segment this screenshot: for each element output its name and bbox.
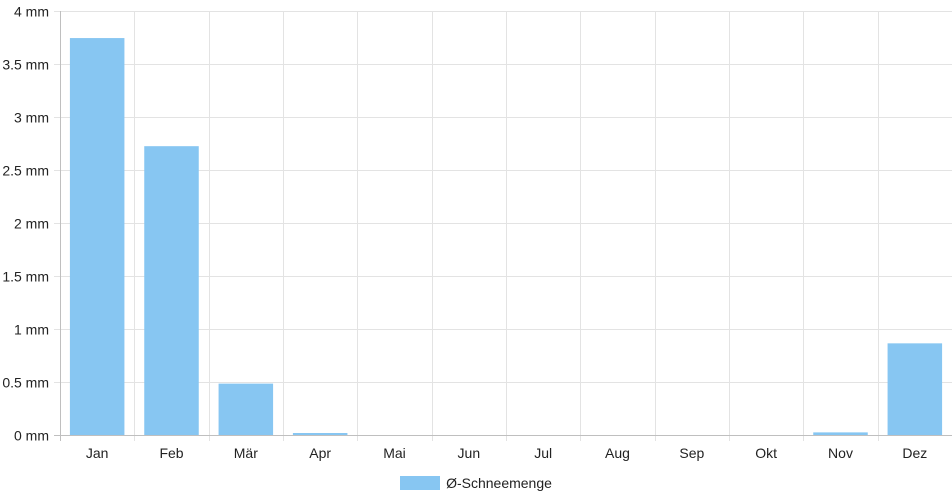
bar-chart: 0 mm 0.5 mm 1 mm 1.5 mm 2 mm 2.5 mm 3 mm 3.5 mm… [2,4,952,461]
x-tick-label: Mai [383,445,406,461]
x-tick-label: Dez [902,445,927,461]
y-tick-label: 3 mm [14,110,49,126]
bars [69,38,943,436]
bar [69,38,125,436]
x-tick-label: Sep [679,445,704,461]
y-tick-labels: 0 mm 0.5 mm 1 mm 1.5 mm 2 mm 2.5 mm 3 mm 3.5 mm… [2,4,49,444]
x-tick-label: Aug [605,445,630,461]
y-tick-label: 1.5 mm [2,269,49,285]
grid-lines [54,11,952,441]
x-tick-label: Nov [828,445,853,461]
y-tick-label: 2 mm [14,216,49,232]
x-tick-label: Apr [309,445,331,461]
x-tick-label: Jul [534,445,552,461]
y-tick-label: 4 mm [14,4,49,20]
x-tick-label: Okt [755,445,777,461]
x-tick-label: Jan [86,445,109,461]
bar [887,343,943,436]
y-tick-label: 1 mm [14,322,49,338]
bar [813,432,868,436]
legend-label: Ø-Schneemenge [446,475,552,491]
y-tick-label: 2.5 mm [2,163,49,179]
y-tick-label: 3.5 mm [2,57,49,73]
x-tick-label: Jun [458,445,481,461]
bar [218,383,274,436]
y-tick-label: 0 mm [14,428,49,444]
axes [54,11,952,441]
bar [292,433,348,436]
x-tick-label: Mär [234,445,258,461]
bar [144,146,199,436]
x-tick-label: Feb [159,445,183,461]
x-tick-labels: Jan Feb Mär Apr Mai Jun Jul Aug Sep Okt Nov Dez [86,445,927,461]
y-tick-label: 0.5 mm [2,375,49,391]
legend[interactable]: Ø-Schneemenge [0,471,952,495]
legend-swatch [400,476,441,490]
